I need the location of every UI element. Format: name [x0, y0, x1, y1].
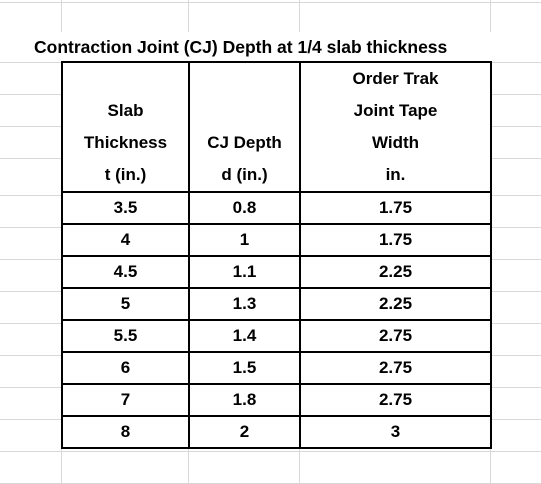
table-row: 6 1.5 2.75 [61, 351, 492, 385]
cell-depth[interactable]: 2 [188, 415, 301, 449]
cell-depth[interactable]: 1.1 [188, 255, 301, 289]
cell-thickness[interactable]: 8 [61, 415, 190, 449]
cell-depth[interactable]: 1.3 [188, 287, 301, 321]
sheet-title: Contraction Joint (CJ) Depth at 1/4 slab… [0, 32, 541, 62]
cell-tape-width[interactable]: 1.75 [299, 223, 492, 257]
header-cell-thickness[interactable] [61, 61, 190, 95]
header-row: Slab Joint Tape [61, 95, 492, 127]
cell-tape-width[interactable]: 3 [299, 415, 492, 449]
cell-depth[interactable]: 1.8 [188, 383, 301, 417]
cell-tape-width[interactable]: 2.25 [299, 255, 492, 289]
header-cell-depth[interactable]: d (in.) [188, 159, 301, 193]
cell-tape-width[interactable]: 2.25 [299, 287, 492, 321]
header-cell-depth[interactable] [188, 61, 301, 95]
header-cell-thickness[interactable]: Slab [61, 95, 190, 127]
cell-tape-width[interactable]: 2.75 [299, 383, 492, 417]
header-cell-depth[interactable] [188, 95, 301, 127]
table-row: 5.5 1.4 2.75 [61, 319, 492, 353]
cell-thickness[interactable]: 7 [61, 383, 190, 417]
cell-depth[interactable]: 1.4 [188, 319, 301, 353]
cell-depth[interactable]: 1.5 [188, 351, 301, 385]
header-cell-thickness[interactable]: t (in.) [61, 159, 190, 193]
table-row: 7 1.8 2.75 [61, 383, 492, 417]
cell-thickness[interactable]: 5 [61, 287, 190, 321]
cell-tape-width[interactable]: 1.75 [299, 191, 492, 225]
table-row: 5 1.3 2.25 [61, 287, 492, 321]
cell-tape-width[interactable]: 2.75 [299, 319, 492, 353]
cell-thickness[interactable]: 4.5 [61, 255, 190, 289]
header-row: t (in.) d (in.) in. [61, 159, 492, 193]
table-row: 4 1 1.75 [61, 223, 492, 257]
header-row: Order Trak [61, 61, 492, 95]
header-cell-tape-width[interactable]: Joint Tape [299, 95, 492, 127]
cell-depth[interactable]: 0.8 [188, 191, 301, 225]
cj-depth-table: Order Trak Slab Joint Tape Thickness CJ … [61, 61, 492, 449]
header-cell-thickness[interactable]: Thickness [61, 127, 190, 159]
cell-thickness[interactable]: 4 [61, 223, 190, 257]
cell-depth[interactable]: 1 [188, 223, 301, 257]
header-cell-tape-width[interactable]: Order Trak [299, 61, 492, 95]
header-cell-tape-width[interactable]: in. [299, 159, 492, 193]
cell-thickness[interactable]: 6 [61, 351, 190, 385]
header-row: Thickness CJ Depth Width [61, 127, 492, 159]
cell-thickness[interactable]: 5.5 [61, 319, 190, 353]
table-row: 4.5 1.1 2.25 [61, 255, 492, 289]
header-cell-tape-width[interactable]: Width [299, 127, 492, 159]
cell-thickness[interactable]: 3.5 [61, 191, 190, 225]
header-cell-depth[interactable]: CJ Depth [188, 127, 301, 159]
table-row: 3.5 0.8 1.75 [61, 191, 492, 225]
cell-tape-width[interactable]: 2.75 [299, 351, 492, 385]
